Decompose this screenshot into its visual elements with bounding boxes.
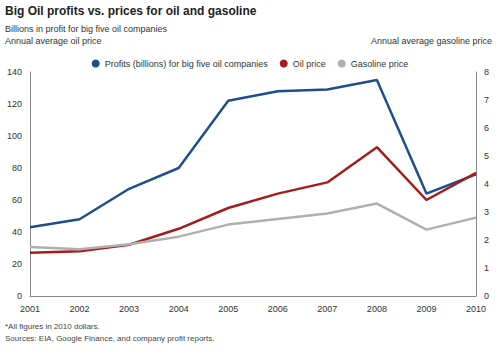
svg-text:*All figures in 2010 dollars.: *All figures in 2010 dollars. — [5, 322, 100, 331]
svg-text:80: 80 — [12, 163, 22, 173]
svg-text:2004: 2004 — [169, 304, 189, 314]
svg-text:1: 1 — [484, 263, 489, 273]
svg-text:Oil price: Oil price — [293, 59, 326, 69]
svg-text:3: 3 — [484, 207, 489, 217]
svg-text:Annual average oil price: Annual average oil price — [5, 36, 102, 46]
svg-text:Gasoline price: Gasoline price — [351, 59, 409, 69]
svg-text:4: 4 — [484, 179, 489, 189]
svg-text:Sources: EIA, Google Finance,: Sources: EIA, Google Finance, and compan… — [5, 334, 214, 343]
svg-text:60: 60 — [12, 195, 22, 205]
svg-text:8: 8 — [484, 67, 489, 77]
svg-text:Big Oil profits vs. prices for: Big Oil profits vs. prices for oil and g… — [5, 4, 257, 18]
svg-text:2010: 2010 — [466, 304, 486, 314]
svg-text:2005: 2005 — [218, 304, 238, 314]
svg-text:2003: 2003 — [119, 304, 139, 314]
svg-text:Billions in profit for big fiv: Billions in profit for big five oil comp… — [5, 24, 168, 34]
svg-text:40: 40 — [12, 227, 22, 237]
svg-text:Profits (billions) for big fiv: Profits (billions) for big five oil comp… — [105, 59, 269, 69]
svg-text:2006: 2006 — [268, 304, 288, 314]
svg-text:2007: 2007 — [317, 304, 337, 314]
svg-text:120: 120 — [7, 99, 22, 109]
svg-text:140: 140 — [7, 67, 22, 77]
svg-text:2009: 2009 — [416, 304, 436, 314]
svg-text:0: 0 — [17, 291, 22, 301]
svg-text:100: 100 — [7, 131, 22, 141]
svg-text:7: 7 — [484, 95, 489, 105]
svg-text:20: 20 — [12, 259, 22, 269]
svg-text:2008: 2008 — [367, 304, 387, 314]
svg-text:5: 5 — [484, 151, 489, 161]
svg-text:6: 6 — [484, 123, 489, 133]
svg-text:0: 0 — [484, 291, 489, 301]
svg-text:2002: 2002 — [70, 304, 90, 314]
svg-text:2: 2 — [484, 235, 489, 245]
svg-text:Annual average gasoline price: Annual average gasoline price — [371, 36, 492, 46]
svg-text:2001: 2001 — [20, 304, 40, 314]
